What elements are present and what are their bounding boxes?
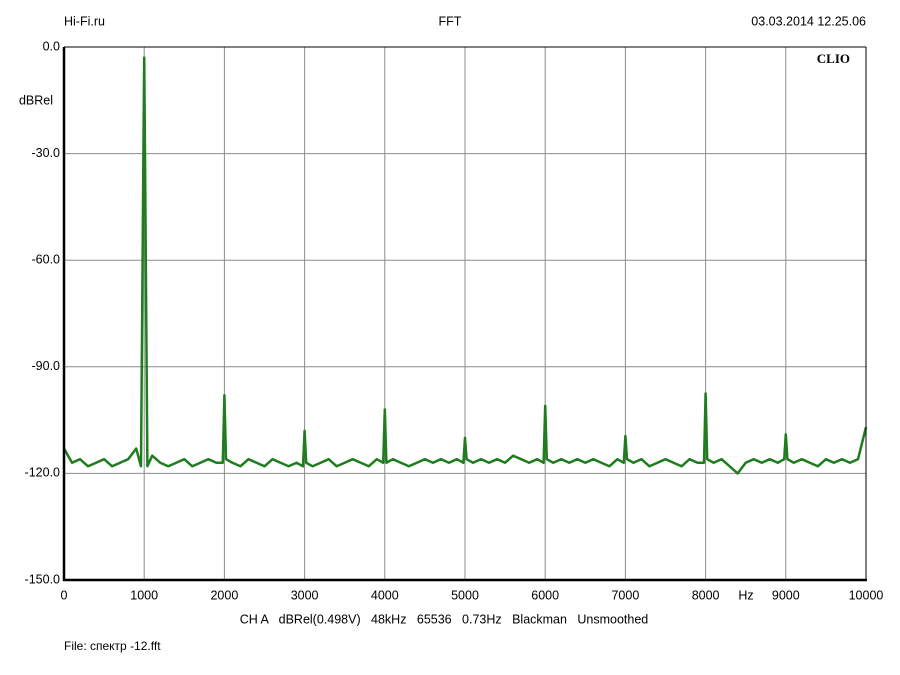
x-tick-label: 2000 [210, 588, 238, 602]
y-tick-label: -30.0 [32, 146, 61, 160]
y-tick-label: 0.0 [43, 39, 60, 53]
header-left: Hi-Fi.ru [64, 14, 105, 28]
x-tick-label: 10000 [849, 588, 884, 602]
x-tick-label: 7000 [611, 588, 639, 602]
x-tick-label: 0 [61, 588, 68, 602]
spectrum-line [62, 56, 868, 475]
x-tick-label: 6000 [531, 588, 559, 602]
chart-title: FFT [439, 14, 462, 28]
x-axis-label: Hz [738, 588, 753, 602]
x-tick-label: 9000 [772, 588, 800, 602]
settings-line: CH A dBRel(0.498V) 48kHz 65536 0.73Hz Bl… [240, 612, 649, 626]
y-tick-label: -60.0 [32, 252, 61, 266]
grid [63, 46, 867, 581]
y-tick-label: -90.0 [32, 359, 61, 373]
header-right: 03.03.2014 12.25.06 [751, 14, 866, 28]
y-tick-label: -120.0 [25, 466, 60, 480]
y-axis-label: dBRel [19, 93, 53, 107]
x-tick-label: 8000 [692, 588, 720, 602]
x-tick-label: 4000 [371, 588, 399, 602]
plot [62, 56, 868, 475]
x-tick-label: 3000 [291, 588, 319, 602]
brand: CLIO [817, 51, 850, 66]
x-tick-label: 1000 [130, 588, 158, 602]
file-line: File: спектр -12.fft [64, 639, 161, 653]
x-tick-label: 5000 [451, 588, 479, 602]
y-tick-label: -150.0 [25, 572, 60, 586]
